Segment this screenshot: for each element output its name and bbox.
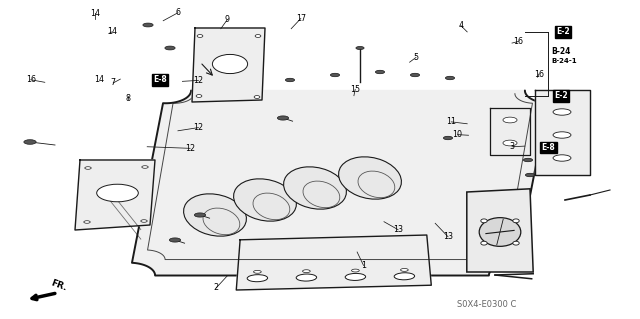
Ellipse shape [553, 132, 571, 138]
Text: 3: 3 [509, 142, 515, 151]
Ellipse shape [195, 213, 205, 217]
Ellipse shape [553, 109, 571, 115]
Text: 14: 14 [107, 27, 117, 36]
Ellipse shape [277, 116, 289, 120]
Text: 12: 12 [193, 76, 204, 85]
Text: 6: 6 [175, 8, 180, 17]
Ellipse shape [401, 269, 408, 271]
Text: 12: 12 [193, 123, 204, 132]
Ellipse shape [143, 23, 153, 27]
Ellipse shape [84, 221, 90, 223]
Ellipse shape [255, 34, 261, 37]
Ellipse shape [330, 73, 340, 77]
Ellipse shape [445, 76, 454, 80]
Text: 16: 16 [26, 75, 36, 84]
Ellipse shape [303, 270, 310, 273]
Text: 7: 7 [111, 78, 116, 87]
Ellipse shape [296, 274, 317, 281]
Ellipse shape [84, 167, 92, 169]
Text: 13: 13 [443, 232, 453, 241]
Ellipse shape [24, 140, 36, 144]
Ellipse shape [525, 173, 534, 177]
Ellipse shape [351, 269, 359, 272]
Ellipse shape [394, 273, 415, 280]
Ellipse shape [444, 136, 452, 140]
Ellipse shape [196, 94, 202, 97]
Text: 14: 14 [94, 75, 104, 84]
Ellipse shape [285, 78, 294, 82]
Ellipse shape [356, 47, 364, 49]
Text: 17: 17 [296, 14, 306, 23]
Text: S0X4-E0300 C: S0X4-E0300 C [457, 300, 516, 309]
Polygon shape [467, 189, 533, 272]
Ellipse shape [503, 117, 517, 123]
Ellipse shape [481, 241, 487, 245]
Ellipse shape [170, 238, 180, 242]
Text: 15: 15 [350, 85, 360, 94]
Text: 16: 16 [534, 70, 544, 78]
Polygon shape [75, 160, 155, 230]
Text: 9: 9 [225, 15, 230, 24]
Text: E-2: E-2 [554, 91, 568, 100]
Ellipse shape [479, 218, 521, 246]
Text: 2: 2 [214, 283, 219, 292]
Ellipse shape [513, 241, 519, 245]
Ellipse shape [97, 184, 138, 202]
Ellipse shape [197, 34, 203, 37]
Text: 14: 14 [90, 9, 100, 18]
Text: 1: 1 [361, 261, 366, 270]
Text: 11: 11 [446, 117, 456, 126]
Ellipse shape [253, 271, 261, 273]
Text: 12: 12 [185, 144, 195, 153]
Ellipse shape [376, 70, 385, 74]
Ellipse shape [212, 55, 248, 74]
Polygon shape [236, 235, 431, 290]
Text: B-24-1: B-24-1 [552, 58, 577, 63]
Ellipse shape [141, 220, 147, 222]
Ellipse shape [524, 158, 532, 162]
Ellipse shape [254, 96, 260, 99]
Ellipse shape [247, 275, 268, 282]
Text: E-8: E-8 [541, 143, 556, 152]
Ellipse shape [184, 194, 246, 236]
Text: 10: 10 [452, 130, 463, 139]
Ellipse shape [339, 157, 401, 199]
Ellipse shape [410, 73, 420, 77]
Ellipse shape [481, 219, 487, 223]
Text: 16: 16 [513, 37, 524, 46]
Ellipse shape [503, 140, 517, 146]
Ellipse shape [142, 166, 148, 168]
Text: 13: 13 [393, 225, 403, 234]
Ellipse shape [284, 167, 346, 209]
Text: 8: 8 [125, 94, 131, 103]
Polygon shape [490, 108, 530, 155]
Polygon shape [535, 90, 590, 175]
Text: E-2: E-2 [556, 27, 570, 36]
Text: 5: 5 [413, 53, 419, 62]
Text: 4: 4 [458, 21, 463, 30]
Ellipse shape [345, 273, 365, 280]
Text: FR.: FR. [50, 279, 68, 293]
Polygon shape [192, 28, 265, 102]
Polygon shape [132, 91, 548, 276]
Ellipse shape [165, 46, 175, 50]
Ellipse shape [553, 155, 571, 161]
Ellipse shape [234, 179, 296, 221]
Text: E-8: E-8 [153, 75, 167, 84]
Ellipse shape [513, 219, 519, 223]
Text: B-24: B-24 [552, 47, 571, 56]
